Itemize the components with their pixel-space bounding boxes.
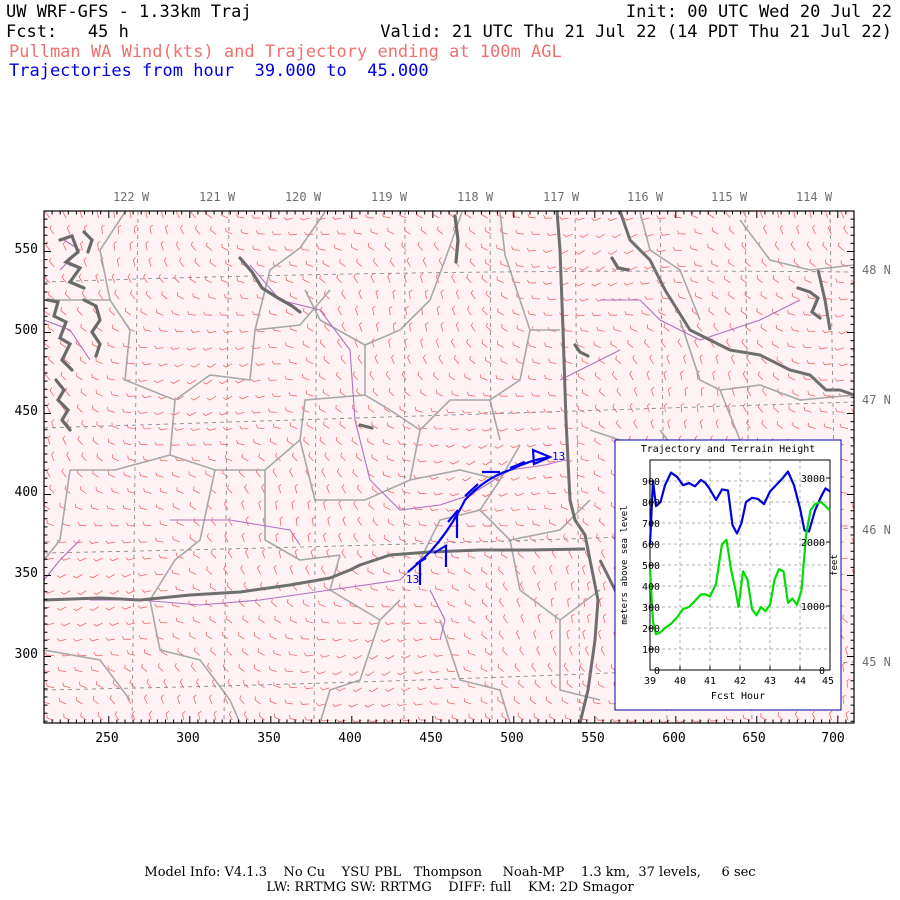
x-tick-label: 700 xyxy=(821,731,844,746)
inset-x-tick: 44 xyxy=(794,676,806,687)
inset-title: Trajectory and Terrain Height xyxy=(641,444,816,455)
tick-marks xyxy=(43,210,854,723)
lon-label: 116 W xyxy=(627,190,664,204)
inset-x-tick: 39 xyxy=(644,676,656,687)
inset-x-tick: 45 xyxy=(822,676,834,687)
state-boundaries xyxy=(44,211,854,723)
y-tick-labels: 550 500 450 400 350 300 xyxy=(15,242,38,662)
model-info-line1: Model Info: V4.1.3 No Cu YSU PBL Thompso… xyxy=(144,865,756,880)
inset-y-tick: 700 xyxy=(642,519,660,530)
inset-y-right-ticks: 0 1000 2000 3000 xyxy=(801,474,825,677)
lat-label: 48 N xyxy=(862,263,891,277)
inset-series xyxy=(648,470,831,636)
x-tick-label: 600 xyxy=(662,731,685,746)
lon-label: 121 W xyxy=(199,190,236,204)
inset-x-tick: 40 xyxy=(674,676,686,687)
inset-x-label: Fcst Hour xyxy=(711,691,765,702)
y-tick-label: 350 xyxy=(15,566,38,581)
inset-y-tick: 200 xyxy=(642,624,660,635)
forecast-hour: Fcst: 45 h xyxy=(6,22,129,42)
inset-grid xyxy=(650,460,830,670)
inset-y-tick: 300 xyxy=(642,603,660,614)
inset-y-tick-ft: 1000 xyxy=(801,602,825,613)
y-tick-label: 400 xyxy=(15,485,38,500)
inset-y-tick: 0 xyxy=(654,666,660,677)
lon-label: 120 W xyxy=(285,190,322,204)
inset-y-tick-ft: 3000 xyxy=(801,474,825,485)
inset-y-tick: 600 xyxy=(642,540,660,551)
x-tick-label: 550 xyxy=(581,731,604,746)
x-tick-label: 450 xyxy=(419,731,442,746)
inset-x-tick: 41 xyxy=(704,676,716,687)
wind-barb-field xyxy=(44,211,854,723)
lat-label: 47 N xyxy=(862,393,891,407)
model-info-line2: LW: RRTMG SW: RRTMG DIFF: full KM: 2D Sm… xyxy=(266,880,634,895)
wind-barbs xyxy=(44,211,854,723)
init-time: Init: 00 UTC Wed 20 Jul 22 xyxy=(625,2,892,22)
trajectory-end-label: 13 xyxy=(552,450,565,463)
inset-x-tick: 43 xyxy=(764,676,776,687)
lon-label: 117 W xyxy=(543,190,580,204)
inset-y-tick-ft: 2000 xyxy=(801,538,825,549)
inset-y-tick-ft: 0 xyxy=(819,666,825,677)
lat-label: 45 N xyxy=(862,655,891,669)
frame-ticks xyxy=(43,210,854,723)
trajectory-markers xyxy=(415,448,553,585)
valid-time: Valid: 21 UTC Thu 21 Jul 22 (14 PDT Thu … xyxy=(380,22,892,42)
inset-y-tick: 800 xyxy=(642,498,660,509)
county-boundaries xyxy=(44,211,854,723)
lon-label: 118 W xyxy=(457,190,494,204)
inset-chart: Trajectory and Terrain Height 0 100 200 … xyxy=(614,439,842,711)
x-tick-label: 650 xyxy=(742,731,765,746)
x-tick-labels: 250 300 350 400 450 500 550 600 650 700 xyxy=(95,731,844,746)
y-tick-label: 450 xyxy=(15,404,38,419)
map-title: UW WRF-GFS - 1.33km Traj xyxy=(6,2,252,22)
inset-x-ticks: 39 40 41 42 43 44 45 xyxy=(644,676,834,687)
lon-label: 122 W xyxy=(113,190,150,204)
trajectory-range: Trajectories from hour 39.000 to 45.000 xyxy=(9,61,429,81)
trajectory-path: 13 13 xyxy=(406,448,565,586)
y-tick-label: 550 xyxy=(15,242,38,257)
terrain-height-line xyxy=(648,500,831,636)
y-tick-label: 500 xyxy=(15,323,38,338)
y-tick-label: 300 xyxy=(15,647,38,662)
latitude-labels: 48 N 47 N 46 N 45 N xyxy=(862,263,891,669)
longitude-labels: 122 W 121 W 120 W 119 W 118 W 117 W 116 … xyxy=(113,190,833,204)
x-tick-label: 400 xyxy=(338,731,361,746)
lat-label: 46 N xyxy=(862,523,891,537)
lon-label: 115 W xyxy=(711,190,748,204)
x-tick-label: 350 xyxy=(257,731,280,746)
x-tick-label: 300 xyxy=(176,731,199,746)
x-tick-label: 250 xyxy=(95,731,118,746)
inset-y-tick: 900 xyxy=(642,477,660,488)
inset-y-label-left: meters above sea level xyxy=(620,505,630,624)
field-description: Pullman WA Wind(kts) and Trajectory endi… xyxy=(9,42,562,62)
trajectory-start-label: 13 xyxy=(406,573,419,586)
inset-y-label-right: feet xyxy=(830,554,840,576)
trajectory-height-line xyxy=(648,470,831,545)
inset-y-tick: 500 xyxy=(642,561,660,572)
lon-label: 119 W xyxy=(371,190,408,204)
inset-y-tick: 400 xyxy=(642,582,660,593)
x-tick-label: 500 xyxy=(500,731,523,746)
inset-y-tick: 100 xyxy=(642,645,660,656)
inset-y-left-ticks: 0 100 200 300 400 500 600 700 800 900 xyxy=(642,477,660,677)
lon-label: 114 W xyxy=(796,190,833,204)
inset-x-tick: 42 xyxy=(734,676,746,687)
coastlines xyxy=(46,214,822,432)
